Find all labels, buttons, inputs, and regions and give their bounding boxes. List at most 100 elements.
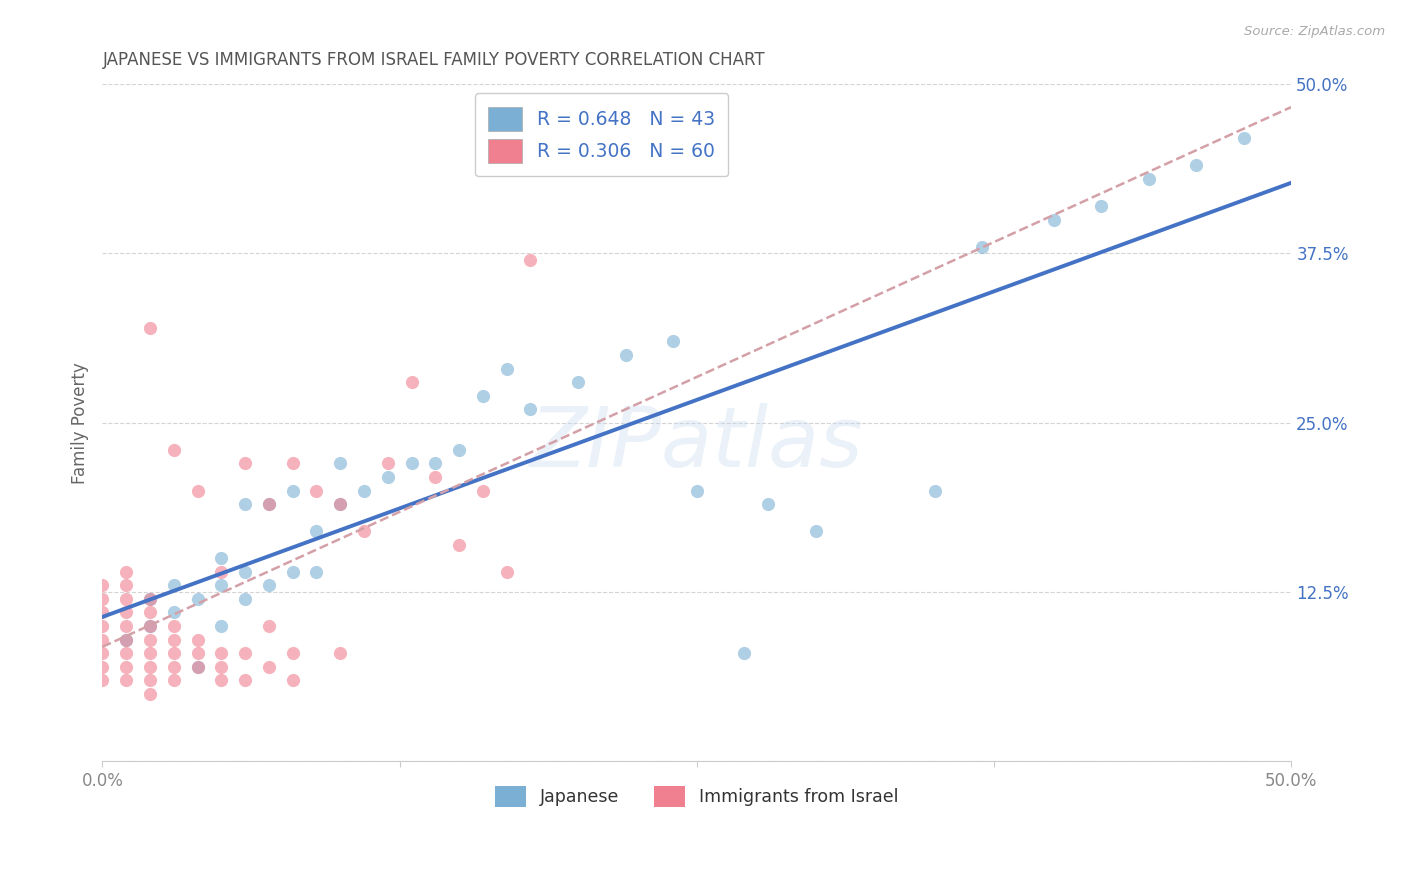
Point bbox=[924, 483, 946, 498]
Point bbox=[187, 591, 209, 606]
Point bbox=[471, 389, 494, 403]
Point bbox=[187, 659, 209, 673]
Point bbox=[209, 565, 232, 579]
Point bbox=[139, 673, 162, 687]
Point bbox=[1185, 158, 1208, 172]
Point bbox=[756, 497, 779, 511]
Point bbox=[449, 538, 471, 552]
Point bbox=[257, 619, 280, 633]
Point bbox=[353, 524, 375, 538]
Point bbox=[115, 619, 138, 633]
Point bbox=[329, 497, 352, 511]
Point bbox=[163, 578, 186, 592]
Y-axis label: Family Poverty: Family Poverty bbox=[72, 362, 89, 483]
Point bbox=[972, 240, 994, 254]
Point bbox=[163, 632, 186, 647]
Point bbox=[115, 659, 138, 673]
Point bbox=[377, 470, 399, 484]
Point bbox=[91, 606, 114, 620]
Point bbox=[425, 457, 447, 471]
Point bbox=[115, 632, 138, 647]
Point bbox=[139, 687, 162, 701]
Point bbox=[281, 457, 304, 471]
Point bbox=[305, 483, 328, 498]
Point bbox=[329, 646, 352, 660]
Point bbox=[139, 619, 162, 633]
Point bbox=[91, 632, 114, 647]
Point bbox=[139, 659, 162, 673]
Point bbox=[1233, 131, 1256, 145]
Point bbox=[1042, 212, 1064, 227]
Point bbox=[353, 483, 375, 498]
Point bbox=[425, 470, 447, 484]
Point bbox=[91, 673, 114, 687]
Point bbox=[91, 619, 114, 633]
Point bbox=[91, 591, 114, 606]
Point bbox=[115, 606, 138, 620]
Point bbox=[233, 673, 256, 687]
Point bbox=[163, 606, 186, 620]
Point bbox=[305, 524, 328, 538]
Point bbox=[115, 565, 138, 579]
Point bbox=[257, 497, 280, 511]
Point bbox=[187, 483, 209, 498]
Point bbox=[257, 659, 280, 673]
Point bbox=[305, 565, 328, 579]
Point bbox=[139, 321, 162, 335]
Point bbox=[449, 442, 471, 457]
Point bbox=[163, 646, 186, 660]
Legend: Japanese, Immigrants from Israel: Japanese, Immigrants from Israel bbox=[488, 779, 905, 814]
Point bbox=[163, 619, 186, 633]
Point bbox=[281, 565, 304, 579]
Point bbox=[257, 497, 280, 511]
Point bbox=[209, 646, 232, 660]
Point bbox=[614, 348, 637, 362]
Point bbox=[567, 375, 589, 389]
Point bbox=[139, 591, 162, 606]
Point bbox=[233, 457, 256, 471]
Point bbox=[281, 673, 304, 687]
Point bbox=[209, 673, 232, 687]
Point bbox=[233, 646, 256, 660]
Point bbox=[187, 632, 209, 647]
Point bbox=[115, 632, 138, 647]
Point bbox=[281, 646, 304, 660]
Point bbox=[471, 483, 494, 498]
Point bbox=[139, 619, 162, 633]
Text: Source: ZipAtlas.com: Source: ZipAtlas.com bbox=[1244, 25, 1385, 38]
Point bbox=[187, 659, 209, 673]
Point bbox=[139, 646, 162, 660]
Point bbox=[163, 673, 186, 687]
Point bbox=[163, 659, 186, 673]
Point bbox=[139, 632, 162, 647]
Point bbox=[209, 578, 232, 592]
Point bbox=[115, 646, 138, 660]
Point bbox=[401, 457, 423, 471]
Point bbox=[187, 646, 209, 660]
Point bbox=[91, 646, 114, 660]
Point bbox=[1137, 172, 1160, 186]
Point bbox=[139, 606, 162, 620]
Text: ZIPatlas: ZIPatlas bbox=[530, 402, 863, 483]
Point bbox=[91, 659, 114, 673]
Point bbox=[495, 361, 517, 376]
Point bbox=[209, 619, 232, 633]
Point bbox=[233, 565, 256, 579]
Point bbox=[257, 578, 280, 592]
Point bbox=[377, 457, 399, 471]
Point bbox=[281, 483, 304, 498]
Point bbox=[662, 334, 685, 349]
Point bbox=[401, 375, 423, 389]
Point bbox=[733, 646, 755, 660]
Point bbox=[115, 673, 138, 687]
Point bbox=[163, 442, 186, 457]
Point bbox=[233, 591, 256, 606]
Point bbox=[519, 402, 541, 417]
Point bbox=[115, 591, 138, 606]
Point bbox=[329, 457, 352, 471]
Point bbox=[209, 659, 232, 673]
Point bbox=[519, 253, 541, 268]
Point bbox=[139, 591, 162, 606]
Point bbox=[1090, 199, 1112, 213]
Text: JAPANESE VS IMMIGRANTS FROM ISRAEL FAMILY POVERTY CORRELATION CHART: JAPANESE VS IMMIGRANTS FROM ISRAEL FAMIL… bbox=[103, 51, 765, 69]
